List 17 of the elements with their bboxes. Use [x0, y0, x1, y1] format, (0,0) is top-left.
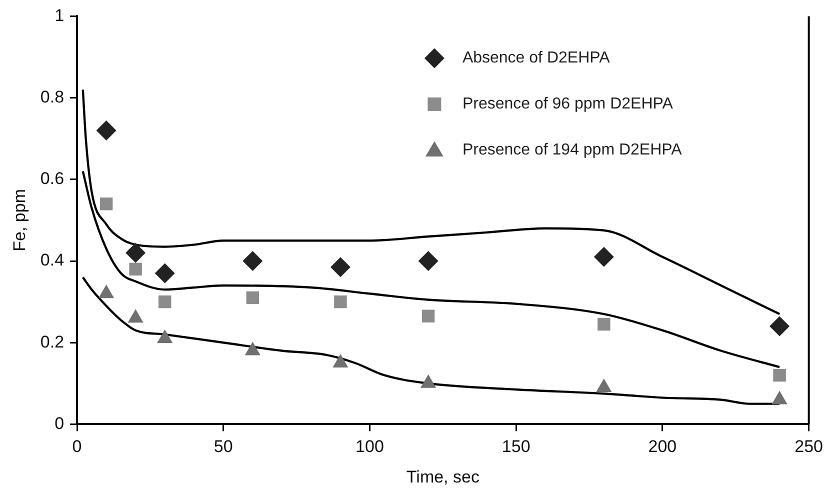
x-tick-label: 100	[356, 437, 384, 456]
y-tick-label: 0.2	[40, 332, 64, 352]
x-axis-title: Time, sec	[406, 467, 480, 486]
y-tick-label: 0.6	[40, 169, 64, 188]
y-tick-label: 1	[54, 6, 64, 25]
legend-label: Absence of D2EHPA	[462, 50, 610, 67]
y-axis-title: Fe, ppm	[10, 189, 29, 252]
y-tick-label: 0.4	[40, 250, 64, 270]
legend-label: Presence of 96 ppm D2EHPA	[462, 96, 674, 113]
x-tick-label: 150	[502, 437, 530, 456]
x-tick-label: 200	[648, 437, 677, 456]
x-tick-label: 0	[72, 437, 82, 456]
y-tick-label: 0.8	[40, 87, 64, 106]
y-tick-label: 0	[54, 414, 64, 433]
x-tick-label: 250	[794, 437, 824, 456]
x-tick-label: 50	[214, 437, 233, 456]
legend-label: Presence of 194 ppm D2EHPA	[462, 142, 682, 159]
